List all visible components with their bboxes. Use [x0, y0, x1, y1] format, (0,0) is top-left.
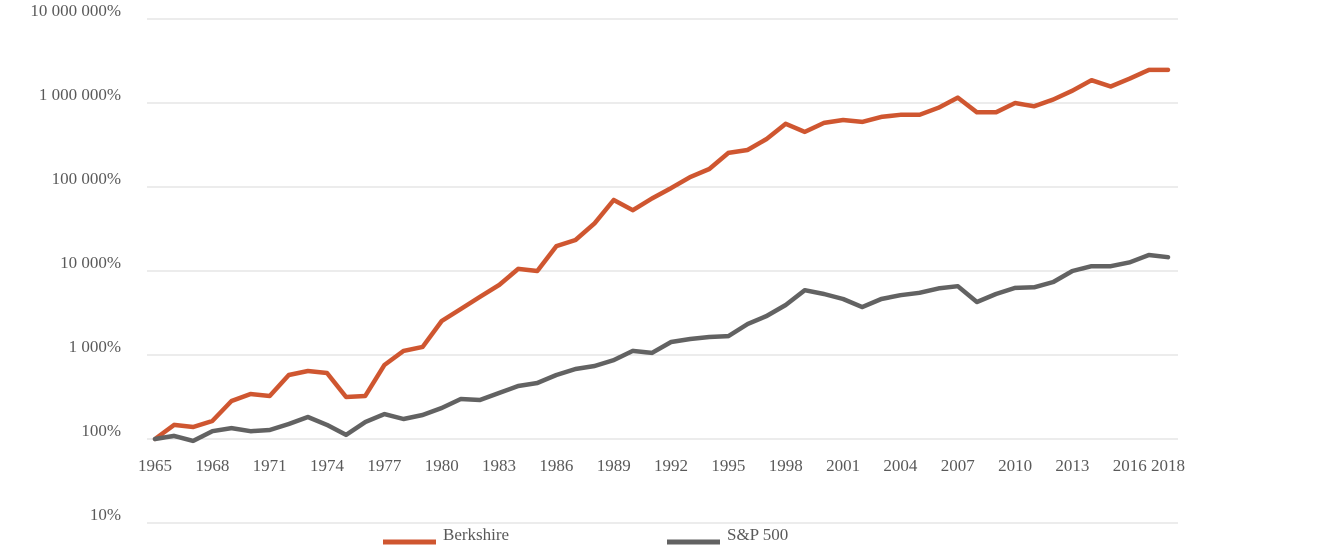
x-tick-label: 1971	[253, 456, 287, 475]
x-tick-label: 1998	[769, 456, 803, 475]
x-tick-label: 1965	[138, 456, 172, 475]
x-tick-label: 2004	[883, 456, 918, 475]
x-tick-label: 1986	[539, 456, 573, 475]
data-line	[152, 252, 1171, 444]
x-tick-label: 2001	[826, 456, 860, 475]
y-tick-label: 1 000%	[69, 337, 121, 356]
legend-label: S&P 500	[727, 525, 788, 544]
x-tick-label: 1992	[654, 456, 688, 475]
x-tick-label: 1995	[711, 456, 745, 475]
y-tick-label: 10 000%	[60, 253, 121, 272]
x-tick-label: 2013	[1055, 456, 1089, 475]
x-tick-label: 2010	[998, 456, 1032, 475]
x-tick-label: 2016	[1113, 456, 1147, 475]
x-tick-label: 2018	[1151, 456, 1185, 475]
x-tick-label: 1977	[367, 456, 402, 475]
y-tick-label: 100%	[81, 421, 121, 440]
legend-label: Berkshire	[443, 525, 509, 544]
data-line	[152, 67, 1171, 442]
y-tick-label: 100 000%	[52, 169, 121, 188]
x-tick-label: 2007	[941, 456, 976, 475]
x-tick-label: 1980	[425, 456, 459, 475]
y-tick-label: 10 000 000%	[30, 1, 121, 20]
x-tick-label: 1983	[482, 456, 516, 475]
x-tick-label: 1968	[195, 456, 229, 475]
y-tick-label: 10%	[90, 505, 121, 524]
y-tick-label: 1 000 000%	[39, 85, 121, 104]
x-tick-label: 1989	[597, 456, 631, 475]
x-tick-label: 1974	[310, 456, 345, 475]
